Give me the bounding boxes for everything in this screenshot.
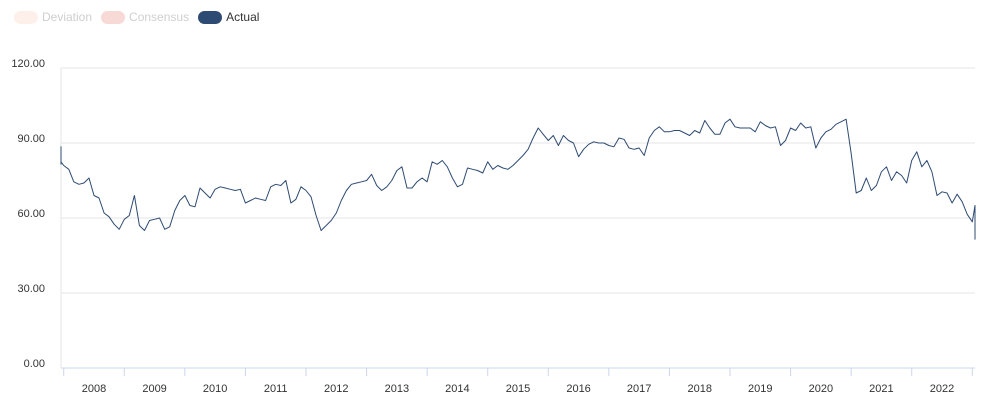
x-tick-label: 2016 [566,383,590,395]
x-tick-label: 2010 [203,383,227,395]
chart-series [60,118,976,240]
x-tick-label: 2015 [506,383,530,395]
y-tick-label: 30.00 [17,283,45,295]
x-axis: 2008 2009 2010 2011 2012 2013 2014 2015 2016 2017… [63,368,973,395]
y-tick-label: 120.00 [11,58,45,70]
x-tick-label: 2017 [627,383,651,395]
chart-gridlines [60,67,975,369]
x-tick-label: 2011 [264,383,288,395]
y-tick-label: 60.00 [17,208,45,220]
legend-swatch-consensus [101,10,126,24]
x-tick-label: 2022 [930,383,954,395]
x-tick-label: 2009 [142,383,166,395]
legend-label-consensus: Consensus [129,10,190,24]
x-tick-label: 2019 [748,383,772,395]
legend-item-consensus[interactable]: Consensus [101,10,189,24]
chart-legend: Deviation Consensus Actual [14,10,268,24]
x-tick-label: 2014 [445,383,469,395]
series-line-actual[interactable] [60,118,976,240]
x-tick-label: 2012 [324,383,348,395]
x-tick-label: 2008 [82,383,106,395]
legend-label-deviation: Deviation [42,10,93,24]
x-tick-label: 2021 [869,383,893,395]
y-tick-label: 0.00 [24,358,45,370]
legend-item-actual[interactable]: Actual [198,10,259,24]
legend-swatch-actual [198,10,223,24]
y-axis: 0.00 30.00 60.00 90.00 120.00 [11,58,45,370]
legend-label-actual: Actual [226,10,260,24]
x-tick-label: 2020 [809,383,833,395]
x-tick-label: 2013 [385,383,409,395]
y-tick-label: 90.00 [17,133,45,145]
legend-swatch-deviation [14,10,38,24]
legend-item-deviation[interactable]: Deviation [14,10,92,24]
x-tick-label: 2018 [687,383,711,395]
